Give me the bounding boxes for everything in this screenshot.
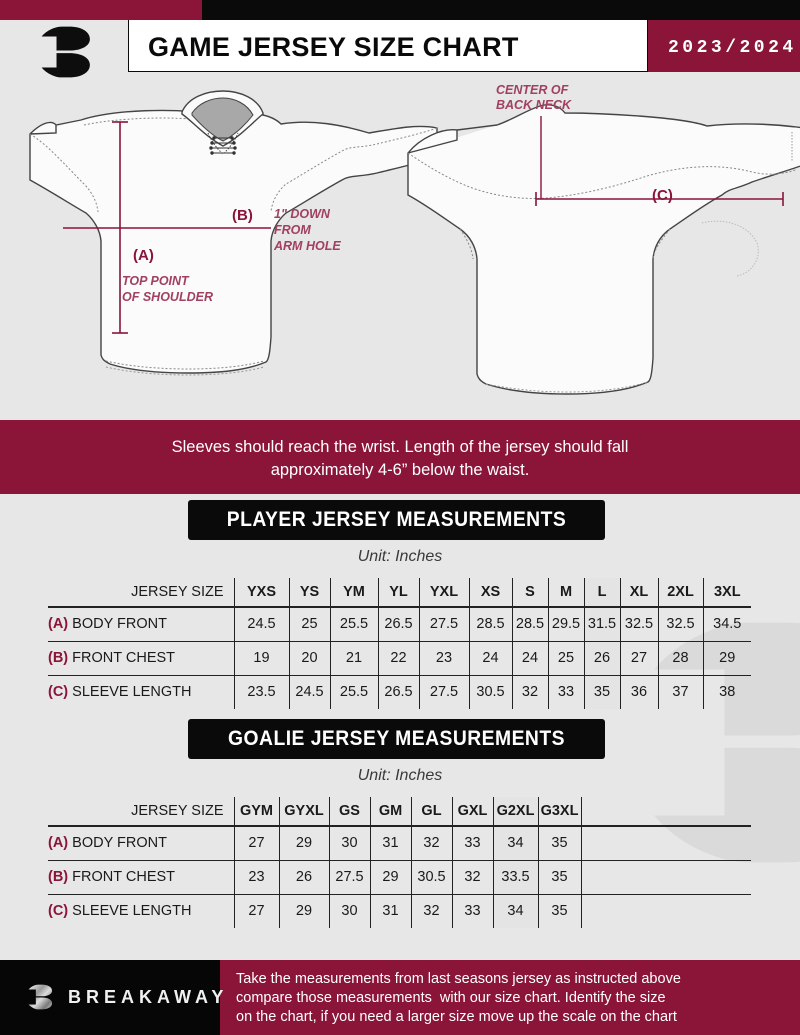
svg-text:(A): (A) <box>133 247 154 264</box>
svg-text:OF SHOULDER: OF SHOULDER <box>122 290 213 304</box>
svg-text:FROM: FROM <box>274 223 311 237</box>
svg-text:BACK NECK: BACK NECK <box>496 98 572 112</box>
svg-text:(C): (C) <box>652 187 673 204</box>
svg-text:1" DOWN: 1" DOWN <box>274 207 331 221</box>
svg-text:CENTER OF: CENTER OF <box>496 83 569 97</box>
svg-text:ARM HOLE: ARM HOLE <box>273 239 341 253</box>
svg-text:TOP POINT: TOP POINT <box>122 274 190 288</box>
svg-text:(B): (B) <box>232 207 253 224</box>
